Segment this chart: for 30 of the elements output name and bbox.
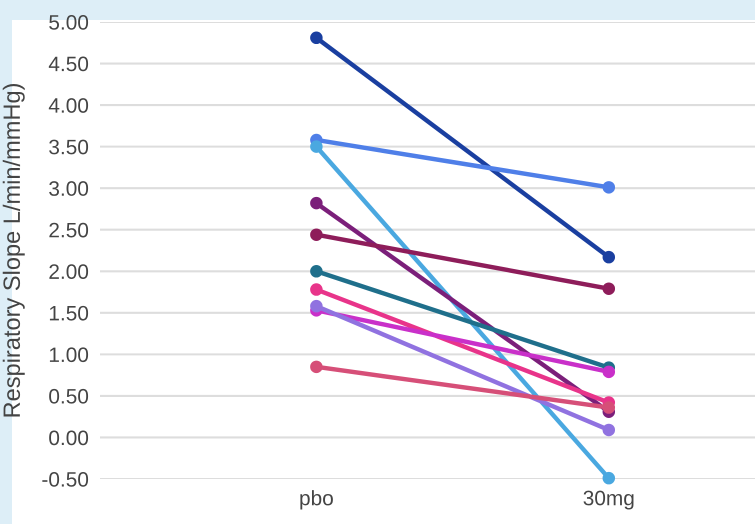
y-tick-label: 0.00 [49,430,88,446]
x-tick-label: pbo [300,490,333,510]
point [310,196,323,210]
y-tick-label: 1.50 [50,306,88,321]
point [602,181,616,194]
point [310,360,323,374]
point [602,250,616,264]
point [310,300,323,312]
point [602,472,616,484]
point [602,401,616,414]
y-tick-label: -0.50 [42,472,88,487]
y-tick-label: 2.00 [49,264,88,280]
y-tick-label: 5.00 [49,15,88,30]
point [310,32,323,44]
point [602,366,616,378]
y-axis-title: Respiratory Slope L/min/mmHg) [2,84,25,417]
y-tick-label: 2.50 [49,222,88,238]
point [310,140,323,153]
point [310,283,323,296]
y-tick-label: 0.50 [49,388,88,404]
x-tick-label: 30mg [584,490,634,510]
point [602,282,616,295]
y-tick-label: 3.00 [49,181,88,196]
point [310,265,323,278]
point [602,424,616,436]
y-tick-label: 4.00 [48,98,88,113]
y-tick-label: 4.50 [48,56,88,72]
y-tick-label: 3.50 [49,140,88,154]
point [310,228,323,241]
y-tick-label: 1.00 [50,347,88,362]
